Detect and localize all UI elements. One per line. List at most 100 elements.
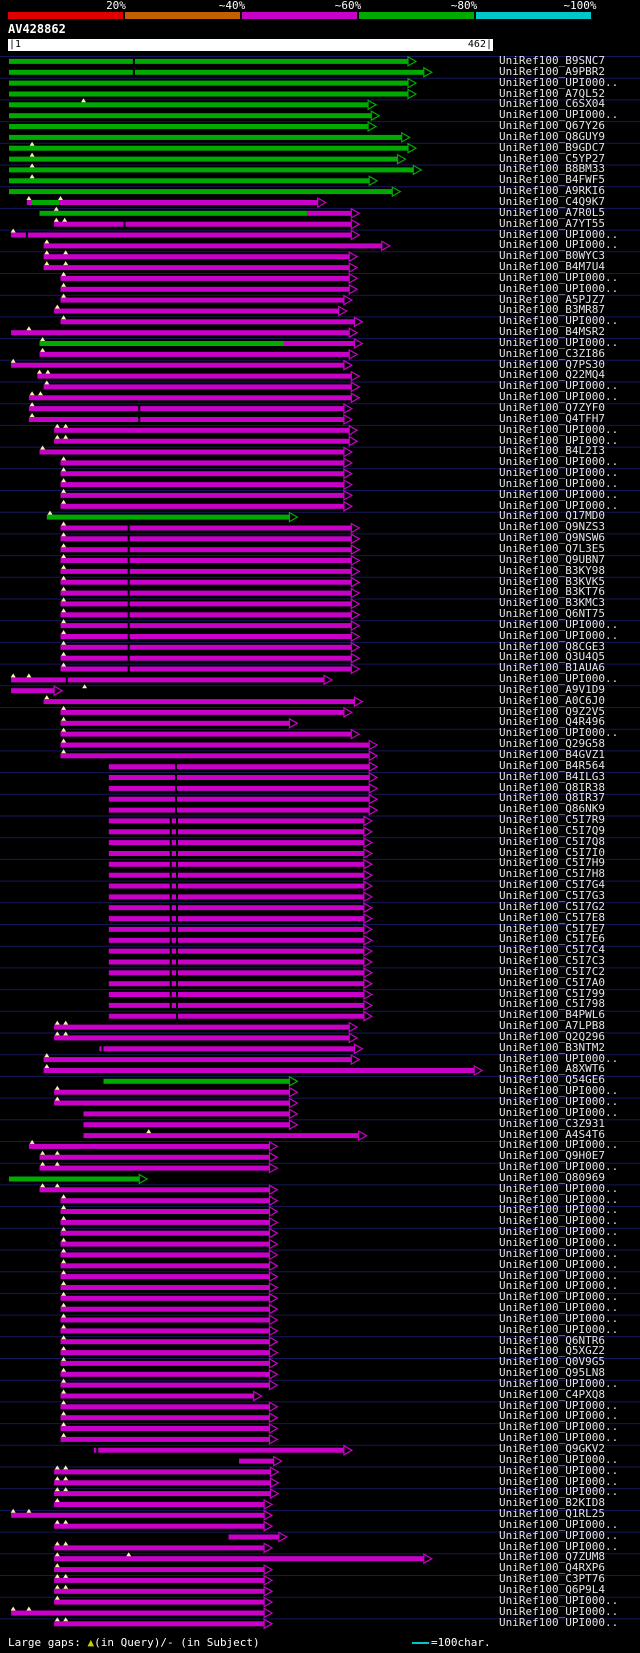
alignment-row[interactable]	[108, 869, 374, 881]
hit-label[interactable]: UniRef100_Q80969	[499, 1172, 605, 1184]
alignment-row[interactable]	[60, 467, 354, 480]
hit-label[interactable]: UniRef100_UPI000..	[499, 1476, 619, 1488]
hit-label[interactable]: UniRef100_UPI000..	[499, 1227, 619, 1238]
hit-label[interactable]: UniRef100_Q8IR37	[499, 793, 605, 805]
alignment-row[interactable]	[43, 380, 361, 393]
alignment-row[interactable]	[39, 347, 359, 360]
alignment-row[interactable]	[60, 1270, 279, 1283]
alignment-row[interactable]	[60, 488, 354, 501]
hit-label[interactable]: UniRef100_Q4RXP6	[499, 1563, 605, 1575]
alignment-row[interactable]	[108, 988, 374, 1001]
hit-label[interactable]: UniRef100_UPI000..	[499, 1303, 619, 1314]
alignment-row[interactable]	[108, 1010, 374, 1022]
alignment-row[interactable]	[60, 1422, 279, 1435]
hit-label[interactable]: UniRef100_UPI000..	[499, 1259, 619, 1271]
hit-label[interactable]: UniRef100_Q8IR38	[499, 782, 605, 794]
hit-label[interactable]: UniRef100_C5I7H9	[499, 858, 605, 870]
hit-label[interactable]: UniRef100_UPI000..	[499, 1541, 619, 1553]
hit-label[interactable]: UniRef100_UPI000..	[499, 1378, 619, 1390]
hit-label[interactable]: UniRef100_Q8CGE3	[499, 641, 605, 653]
alignment-row[interactable]	[108, 902, 374, 914]
hit-label[interactable]: UniRef100_Q6P9L4	[499, 1584, 605, 1596]
hit-label[interactable]: UniRef100_UPI000..	[499, 1324, 619, 1336]
hit-label[interactable]: UniRef100_C5I798	[499, 999, 605, 1011]
hit-label[interactable]: UniRef100_Q7L3E5	[499, 543, 605, 555]
hit-label[interactable]: UniRef100_UPI000..	[499, 1053, 619, 1065]
alignment-row[interactable]	[108, 771, 379, 784]
alignment-row[interactable]	[27, 304, 348, 317]
alignment-row[interactable]	[108, 804, 379, 816]
alignment-row[interactable]	[108, 880, 374, 892]
hit-label[interactable]: UniRef100_Q95LN8	[499, 1368, 605, 1379]
hit-label[interactable]: UniRef100_UPI000..	[499, 1595, 619, 1607]
alignment-row[interactable]	[43, 261, 359, 274]
alignment-row[interactable]	[108, 858, 374, 870]
alignment-row[interactable]	[54, 1552, 434, 1565]
hit-label[interactable]: UniRef100_C5I7H8	[499, 869, 605, 881]
hit-label[interactable]: UniRef100_B4R564	[499, 760, 605, 772]
hit-label[interactable]: UniRef100_B9GDC7	[499, 142, 605, 154]
alignment-row[interactable]	[60, 1411, 279, 1424]
alignment-row[interactable]	[60, 1259, 279, 1272]
hit-label[interactable]: UniRef100_B0WYC3	[499, 251, 605, 263]
alignment-row[interactable]	[43, 250, 359, 263]
hit-label[interactable]: UniRef100_UPI000..	[499, 674, 619, 685]
hit-label[interactable]: UniRef100_Q1RL25	[499, 1509, 605, 1520]
alignment-row[interactable]	[60, 1205, 279, 1218]
alignment-row[interactable]	[83, 1108, 299, 1120]
alignment-row[interactable]	[60, 521, 361, 534]
hit-label[interactable]: UniRef100_B1AUA6	[499, 663, 605, 675]
hit-label[interactable]: UniRef100_C5I799	[499, 988, 605, 1000]
hit-label[interactable]: UniRef100_UPI000..	[499, 240, 619, 252]
alignment-row[interactable]	[10, 228, 361, 241]
hit-label[interactable]: UniRef100_UPI000..	[499, 1216, 619, 1228]
alignment-row[interactable]	[43, 1064, 484, 1077]
hit-label[interactable]: UniRef100_UPI000..	[499, 1183, 619, 1195]
alignment-row[interactable]	[60, 499, 354, 512]
hit-label[interactable]: UniRef100_UPI000..	[499, 1487, 619, 1499]
hit-label[interactable]: UniRef100_UPI000..	[499, 1606, 619, 1618]
alignment-row[interactable]	[103, 1075, 299, 1087]
hit-label[interactable]: UniRef100_B3KVK5	[499, 576, 605, 588]
alignment-row[interactable]	[28, 391, 361, 404]
alignment-row[interactable]	[60, 478, 354, 491]
alignment-row[interactable]	[60, 608, 361, 621]
hit-label[interactable]: UniRef100_B4FWF5	[499, 175, 605, 187]
hit-label[interactable]: UniRef100_Q29G58	[499, 739, 605, 750]
alignment-row[interactable]	[60, 1356, 279, 1369]
hit-label[interactable]: UniRef100_A7R0L5	[499, 207, 605, 219]
alignment-row[interactable]	[60, 1378, 279, 1391]
hit-label[interactable]: UniRef100_B4M7U4	[499, 262, 605, 273]
hit-label[interactable]: UniRef100_C3ZI86	[499, 348, 605, 360]
hit-label[interactable]: UniRef100_B8BM33	[499, 164, 605, 176]
alignment-row[interactable]	[108, 923, 374, 935]
alignment-row[interactable]	[54, 434, 359, 447]
hit-label[interactable]: UniRef100_UPI000..	[499, 392, 619, 403]
alignment-row[interactable]	[10, 1508, 274, 1521]
hit-label[interactable]: UniRef100_B2KID8	[499, 1498, 605, 1510]
hit-label[interactable]: UniRef100_B4PWL6	[499, 1010, 605, 1022]
alignment-row[interactable]	[39, 1161, 279, 1174]
alignment-row[interactable]	[54, 1498, 274, 1511]
hit-label[interactable]: UniRef100_UPI000..	[499, 110, 619, 122]
alignment-row[interactable]	[54, 1465, 280, 1478]
alignment-row[interactable]	[9, 110, 381, 122]
alignment-row[interactable]	[60, 1389, 263, 1402]
hit-label[interactable]: UniRef100_UPI000..	[499, 1465, 619, 1477]
hit-label[interactable]: UniRef100_Q9H0E7	[499, 1151, 605, 1163]
hit-label[interactable]: UniRef100_UPI000..	[499, 1237, 619, 1249]
alignment-row[interactable]	[108, 847, 374, 860]
hit-label[interactable]: UniRef100_Q4TFH7	[499, 413, 605, 425]
alignment-row[interactable]	[54, 1519, 274, 1532]
hit-label[interactable]: UniRef100_UPI000..	[499, 1422, 619, 1434]
alignment-row[interactable]	[54, 1476, 280, 1489]
hit-label[interactable]: UniRef100_UPI000..	[499, 229, 619, 241]
alignment-row[interactable]	[54, 1617, 274, 1630]
hit-label[interactable]: UniRef100_C6SX04	[499, 99, 605, 111]
hit-label[interactable]: UniRef100_UPI000..	[499, 283, 619, 295]
hit-label[interactable]: UniRef100_C5I7G4	[499, 880, 605, 891]
alignment-row[interactable]	[60, 293, 354, 306]
alignment-row[interactable]	[108, 934, 374, 946]
hit-label[interactable]: UniRef100_C5I7C4	[499, 945, 605, 957]
hit-label[interactable]: UniRef100_UPI000..	[499, 1313, 619, 1325]
